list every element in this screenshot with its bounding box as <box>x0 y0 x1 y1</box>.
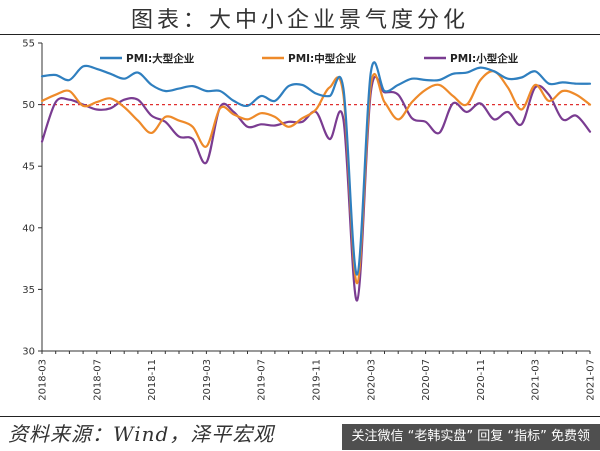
x-tick-label: 2020-07 <box>421 359 432 401</box>
x-tick-label: 2021-03 <box>531 359 542 401</box>
x-tick-label: 2019-11 <box>312 359 323 401</box>
y-tick-label: 45 <box>22 162 35 173</box>
legend-label: PMI:大型企业 <box>126 52 195 65</box>
y-tick-label: 35 <box>22 285 35 296</box>
x-tick-label: 2019-07 <box>257 359 268 401</box>
x-tick-label: 2019-03 <box>202 359 213 401</box>
source-note: 资料来源：Wind，泽平宏观 <box>8 422 275 446</box>
pmi-line-chart: 30 35 40 45 50 55 2018-03 2018-07 2018-11 2019-0… <box>22 39 597 401</box>
promo-banner: 关注微信 “老韩实盘” 回复 “指标” 免费领 <box>341 424 600 450</box>
series-line-2 <box>40 75 592 302</box>
x-tick-label: 2018-11 <box>147 359 158 401</box>
y-tick-label: 50 <box>22 100 35 111</box>
page-title: 图表：大中小企业景气度分化 <box>130 8 469 33</box>
series-lines <box>40 61 592 302</box>
y-tick-label: 30 <box>22 347 35 358</box>
x-tick-label: 2020-03 <box>366 359 377 401</box>
y-tick-label: 55 <box>22 39 35 50</box>
x-axis: 2018-03 2018-07 2018-11 2019-03 2019-07 2019-… <box>38 350 597 401</box>
series-line-0 <box>40 61 592 276</box>
source-divider <box>0 416 600 417</box>
x-tick-label: 2021-07 <box>586 359 597 401</box>
legend-label: PMI:中型企业 <box>288 52 357 65</box>
title-divider <box>0 34 600 35</box>
x-tick-label: 2018-03 <box>38 359 49 401</box>
legend-label: PMI:小型企业 <box>450 52 519 65</box>
legend: PMI:大型企业 PMI:中型企业 PMI:小型企业 <box>100 52 519 65</box>
series-line-1 <box>40 70 592 285</box>
x-tick-label: 2018-07 <box>92 359 103 401</box>
y-tick-label: 40 <box>22 223 35 234</box>
y-axis: 30 35 40 45 50 55 <box>22 39 43 358</box>
x-tick-label: 2020-11 <box>476 359 487 401</box>
